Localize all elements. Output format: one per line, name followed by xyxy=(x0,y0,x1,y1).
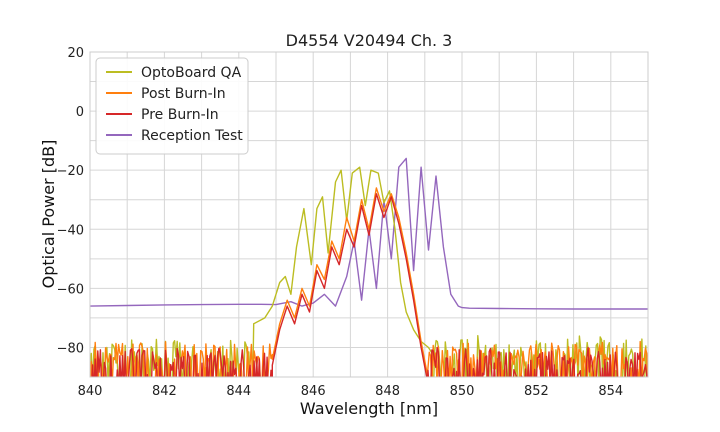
chart-title: D4554 V20494 Ch. 3 xyxy=(286,31,453,50)
y-tick-label: −80 xyxy=(57,341,84,356)
x-axis-ticks: 840 842 844 846 848 850 852 854 xyxy=(78,384,624,399)
x-tick-label: 840 xyxy=(78,384,103,399)
x-axis-title: Wavelength [nm] xyxy=(300,399,438,418)
plot-frame xyxy=(89,51,649,378)
legend-label: Post Burn-In xyxy=(141,86,226,102)
y-axis-title: Optical Power [dB] xyxy=(39,140,58,289)
legend-box xyxy=(95,57,249,155)
x-tick-label: 854 xyxy=(598,384,623,399)
series-line-pre-burn-in xyxy=(91,193,648,377)
legend: OptoBoard QA Post Burn-In Pre Burn-In Recep… xyxy=(95,57,249,155)
y-tick-label: −40 xyxy=(57,223,84,238)
series-layer xyxy=(90,157,648,377)
y-tick-label: 20 xyxy=(67,46,84,61)
legend-label: OptoBoard QA xyxy=(141,65,242,81)
legend-label: Reception Test xyxy=(141,128,243,144)
x-tick-label: 846 xyxy=(301,384,326,399)
x-tick-label: 852 xyxy=(524,384,549,399)
x-tick-label: 848 xyxy=(375,384,400,399)
y-tick-label: 0 xyxy=(76,105,84,120)
x-tick-label: 842 xyxy=(152,384,177,399)
legend-label: Pre Burn-In xyxy=(141,107,219,123)
x-tick-label: 850 xyxy=(450,384,475,399)
x-tick-label: 844 xyxy=(226,384,251,399)
y-tick-label: −20 xyxy=(57,164,84,179)
y-axis-ticks: −80 −60 −40 −20 0 20 xyxy=(57,46,84,356)
y-tick-label: −60 xyxy=(57,282,84,297)
